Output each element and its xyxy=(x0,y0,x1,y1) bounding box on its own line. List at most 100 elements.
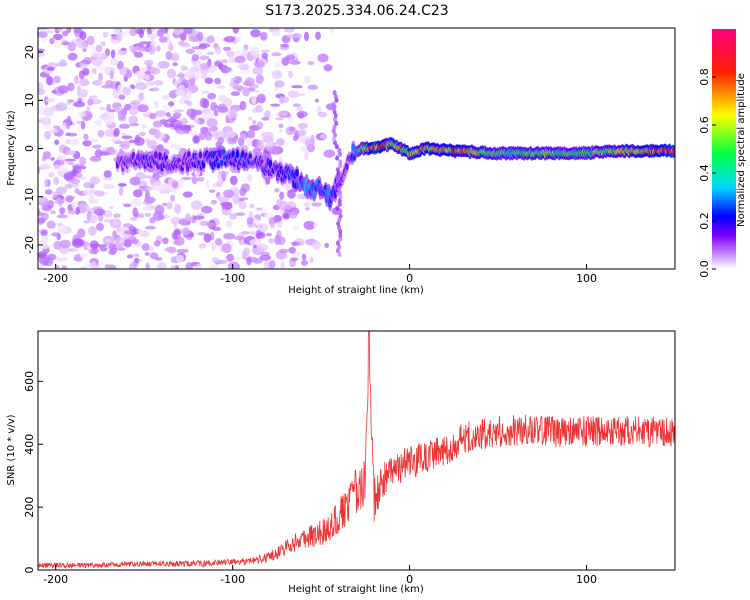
noise-speckle xyxy=(174,89,186,96)
noise-speckle xyxy=(88,226,97,236)
noise-speckle xyxy=(161,94,170,100)
noise-speckle xyxy=(41,204,52,212)
noise-speckle xyxy=(132,253,140,258)
noise-speckle xyxy=(168,40,173,50)
noise-speckle xyxy=(42,151,52,160)
noise-speckle xyxy=(269,223,275,229)
noise-speckle xyxy=(319,133,327,140)
noise-speckle xyxy=(233,235,245,240)
snr-y-tick-label: 400 xyxy=(23,434,36,455)
noise-speckle xyxy=(100,41,106,46)
noise-speckle xyxy=(138,228,144,234)
noise-speckle xyxy=(38,48,45,53)
noise-speckle xyxy=(171,180,179,189)
spike-speckle xyxy=(337,171,342,177)
noise-speckle xyxy=(288,90,300,99)
noise-speckle xyxy=(144,138,150,143)
noise-speckle xyxy=(246,217,254,225)
noise-speckle xyxy=(108,205,114,210)
noise-speckle xyxy=(41,235,49,244)
noise-speckle xyxy=(215,195,225,200)
noise-speckle xyxy=(83,133,89,141)
noise-speckle xyxy=(130,217,138,221)
noise-speckle xyxy=(255,104,263,113)
spike-speckle xyxy=(331,105,336,111)
noise-speckle xyxy=(268,260,276,269)
noise-speckle xyxy=(210,101,218,112)
noise-speckle xyxy=(68,99,75,103)
noise-speckle xyxy=(276,138,285,146)
spike-speckle xyxy=(334,120,339,126)
noise-speckle xyxy=(192,30,199,35)
noise-speckle xyxy=(130,85,136,90)
noise-speckle xyxy=(153,79,164,86)
noise-speckle xyxy=(120,140,131,150)
noise-speckle xyxy=(153,240,161,247)
noise-speckle xyxy=(150,28,156,33)
noise-speckle xyxy=(225,220,233,228)
noise-speckle xyxy=(239,187,247,197)
noise-speckle xyxy=(164,246,176,253)
noise-speckle xyxy=(133,189,143,198)
noise-speckle xyxy=(118,183,127,187)
noise-speckle xyxy=(181,79,191,83)
noise-speckle xyxy=(205,131,213,141)
noise-speckle xyxy=(209,264,219,269)
noise-speckle xyxy=(50,157,55,161)
noise-speckle xyxy=(168,101,175,107)
noise-speckle xyxy=(54,139,60,145)
noise-speckle xyxy=(117,247,126,251)
ridge-core xyxy=(235,149,240,159)
noise-speckle xyxy=(315,31,321,40)
noise-speckle xyxy=(217,259,228,264)
noise-speckle xyxy=(67,82,75,92)
noise-speckle xyxy=(43,107,54,117)
noise-speckle xyxy=(224,35,236,43)
noise-speckle xyxy=(145,225,156,230)
noise-speckle xyxy=(259,254,272,261)
noise-speckle xyxy=(146,81,156,86)
noise-speckle xyxy=(89,214,98,224)
noise-speckle xyxy=(225,130,236,138)
noise-speckle xyxy=(99,245,106,249)
noise-speckle xyxy=(314,98,320,103)
noise-speckle xyxy=(156,45,161,52)
noise-speckle xyxy=(61,265,68,269)
spike-speckle xyxy=(333,113,338,119)
noise-speckle xyxy=(323,64,333,72)
noise-speckle xyxy=(230,77,237,81)
noise-speckle xyxy=(207,92,217,100)
spike-speckle xyxy=(337,225,341,230)
spectrogram-content xyxy=(38,28,675,269)
noise-speckle xyxy=(232,194,241,205)
noise-speckle xyxy=(297,128,307,137)
snr-frame xyxy=(37,330,676,571)
noise-speckle xyxy=(190,200,203,210)
snr-y-tick-label: 200 xyxy=(23,497,36,518)
noise-speckle xyxy=(63,172,74,181)
noise-speckle xyxy=(268,238,274,244)
noise-speckle xyxy=(98,72,103,82)
noise-speckle xyxy=(197,232,207,236)
noise-speckle xyxy=(216,85,226,89)
noise-speckle xyxy=(147,33,159,39)
noise-speckle xyxy=(79,253,89,259)
spike-speckle xyxy=(337,178,342,184)
noise-speckle xyxy=(82,57,93,65)
noise-speckle xyxy=(218,62,224,70)
noise-speckle xyxy=(53,176,60,186)
noise-speckle xyxy=(74,75,79,85)
noise-speckle xyxy=(91,57,103,66)
noise-speckle xyxy=(174,265,179,269)
noise-speckle xyxy=(304,151,309,161)
noise-speckle xyxy=(45,75,53,86)
noise-speckle xyxy=(170,265,176,269)
spectrogram-y-ticks: -20 -10 0 10 20 xyxy=(23,45,43,254)
noise-speckle xyxy=(303,31,310,42)
noise-speckle xyxy=(156,28,164,37)
noise-speckle xyxy=(287,189,296,199)
noise-speckle xyxy=(90,46,96,55)
spike-speckle xyxy=(333,93,338,99)
noise-speckle xyxy=(154,110,167,117)
